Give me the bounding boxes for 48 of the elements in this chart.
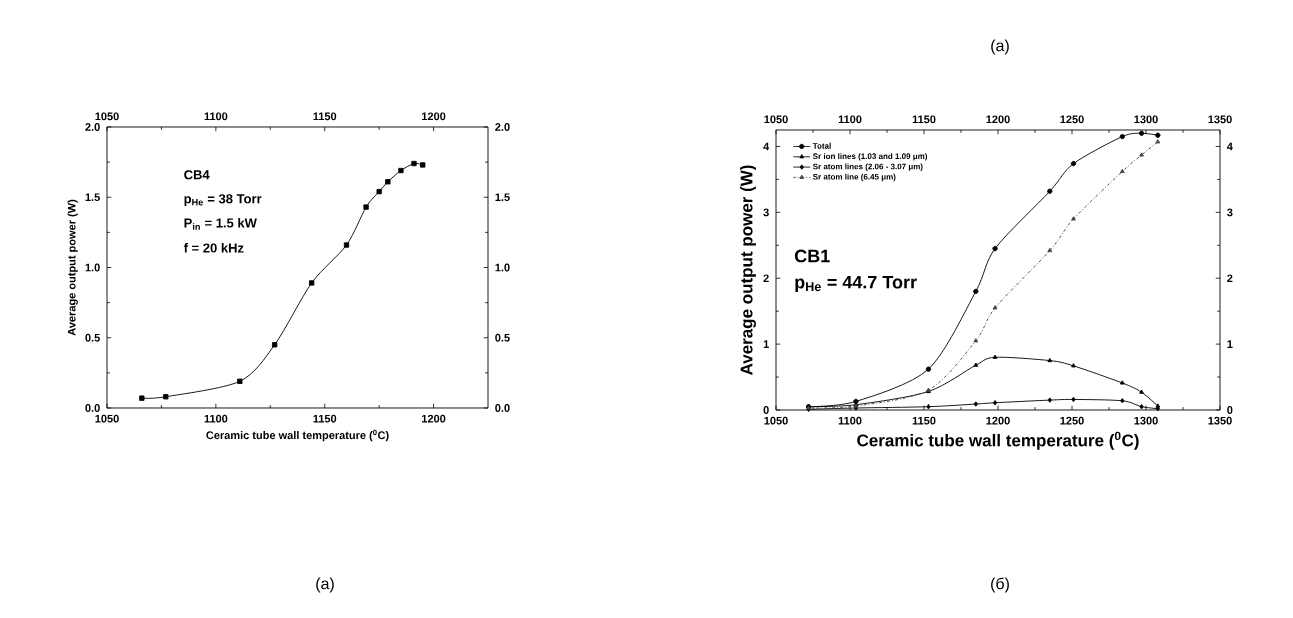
y-tick-label: 1.0 <box>85 263 100 272</box>
annotation: P$_{in}$ = 1.5 kW <box>184 217 257 230</box>
x-tick-label: 1350 <box>1208 416 1232 425</box>
y2-tick-label: 2 <box>1227 274 1233 283</box>
x-tick-label: 1050 <box>95 112 119 121</box>
legend-label: Sr atom lines (2.06 - 3.07 μm) <box>812 163 923 171</box>
annotation: CB4 <box>184 170 210 180</box>
y2-tick-label: 1 <box>1227 340 1233 348</box>
annotation: p$_{He}$ = 38 Torr <box>184 194 262 206</box>
annotation: CB1 <box>794 249 830 263</box>
legend-label: Sr ion lines (1.03 and 1.09 μm) <box>812 153 928 161</box>
y2-tick-label: 0 <box>1227 406 1233 414</box>
y-tick-label: 0 <box>763 406 769 414</box>
y-tick-label: 2 <box>763 274 769 283</box>
legend-label: Total <box>812 142 831 149</box>
annotation: f = 20 kHz <box>183 243 244 253</box>
text: (a) <box>316 577 334 593</box>
y-tick-label: 1 <box>763 340 769 348</box>
y-axis-title: Average output power (W) <box>67 199 78 336</box>
y2-tick-label: 2.0 <box>495 123 510 131</box>
annotation: p$_{He}$ = 44.7 Torr <box>795 275 917 293</box>
x-axis-title: Ceramic tube wall temperature ($^{0}$C) <box>857 431 1139 450</box>
y2-tick-label: 3 <box>1227 208 1233 217</box>
y-tick-label: 1.5 <box>85 193 100 202</box>
x-axis-title: Ceramic tube wall temperature ($^{0}$C) <box>206 429 389 442</box>
x-tick-label: 1150 <box>912 416 936 425</box>
x-tick-label: 1250 <box>1060 416 1084 425</box>
x-tick-label: 1200 <box>986 416 1010 425</box>
y2-tick-label: 1.0 <box>495 263 510 272</box>
x-tick-label: 1300 <box>1134 416 1158 425</box>
x-tick-label: 1100 <box>204 112 228 121</box>
x-tick-label: 1200 <box>422 112 446 121</box>
y-tick-label: 3 <box>763 208 769 217</box>
x-tick-label: 1050 <box>764 416 788 425</box>
x-tick-label: 1150 <box>313 112 337 121</box>
y2-tick-label: 4 <box>1226 142 1233 151</box>
y-tick-label: 0.0 <box>85 404 100 412</box>
text: (б) <box>991 577 1009 593</box>
y2-tick-label: 1.5 <box>495 193 510 202</box>
legend-label: Sr atom line (6.45 μm) <box>812 173 896 182</box>
y-axis-title: Average output power (W) <box>740 165 756 376</box>
x-tick-label: 1100 <box>838 416 862 425</box>
y2-tick-label: 0.5 <box>495 333 510 342</box>
text: (a) <box>991 39 1009 55</box>
y-tick-label: 4 <box>763 142 770 151</box>
y-tick-label: 2.0 <box>85 123 100 131</box>
y2-tick-label: 0.0 <box>495 404 510 412</box>
y-tick-label: 0.5 <box>85 333 100 342</box>
